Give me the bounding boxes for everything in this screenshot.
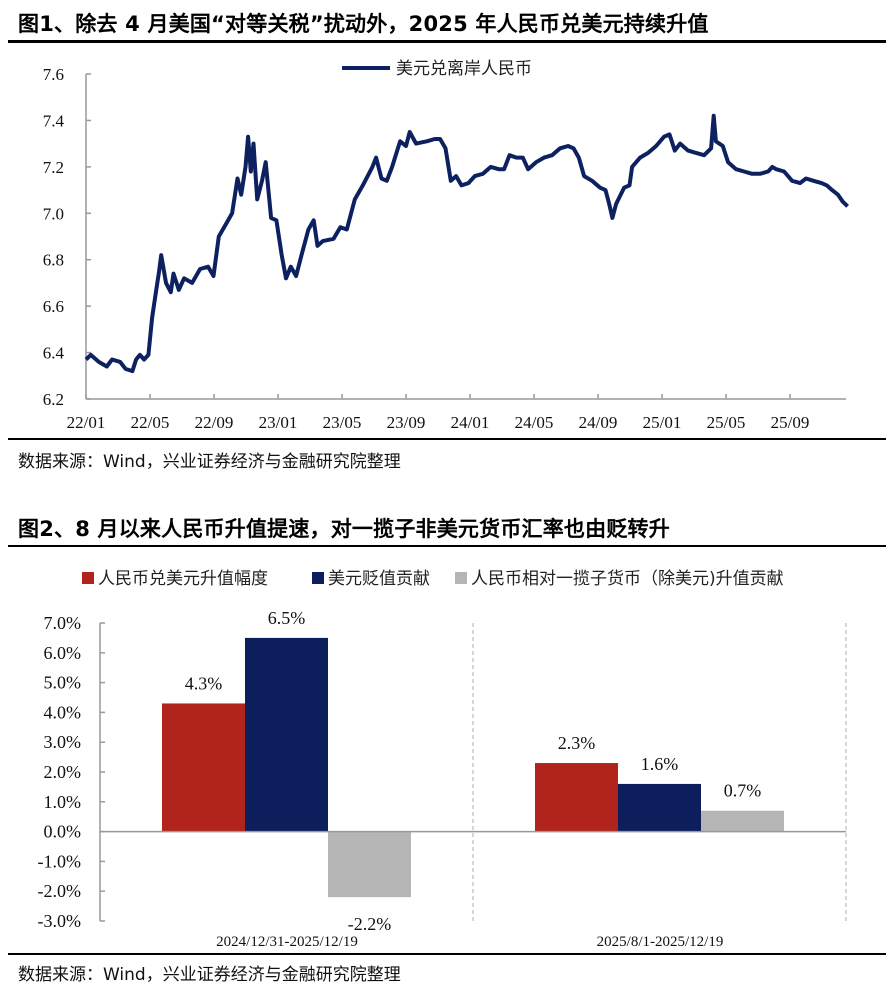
x-tick-label: 24/09 [579, 413, 618, 432]
y-tick-label: 6.4 [43, 344, 65, 363]
figure1-top-rule [8, 40, 886, 43]
x-tick-label: 23/01 [259, 413, 298, 432]
x-tick-label: 24/01 [451, 413, 490, 432]
category-label: 2025/8/1-2025/12/19 [597, 934, 724, 950]
y-tick-label: 2.0% [44, 762, 82, 782]
legend-swatch-3 [455, 572, 467, 584]
x-tick-label: 22/05 [131, 413, 170, 432]
x-tick-label: 23/05 [323, 413, 362, 432]
data-label: -2.2% [348, 914, 392, 934]
y-tick-label: 6.2 [43, 390, 64, 409]
y-tick-label: 7.6 [43, 65, 64, 84]
y-tick-label: 0.0% [44, 822, 82, 842]
bar-1-series-3 [328, 831, 411, 898]
category-label: 2024/12/31-2025/12/19 [216, 934, 358, 950]
bar-1-series-2 [245, 637, 328, 832]
figure2-top-rule [8, 545, 886, 547]
legend-label: 美元兑离岸人民币 [396, 59, 532, 79]
data-label: 4.3% [185, 673, 223, 693]
figure2-source: 数据来源：Wind，兴业证券经济与金融研究院整理 [18, 965, 401, 985]
x-tick-label: 23/09 [387, 413, 426, 432]
figure2-bottom-rule [8, 953, 886, 955]
legend-label-2: 美元贬值贡献 [328, 569, 430, 589]
y-tick-label: -3.0% [38, 911, 82, 931]
y-tick-label: 4.0% [44, 702, 82, 722]
y-tick-label: 3.0% [44, 732, 82, 752]
figure1-bottom-rule [8, 438, 886, 440]
x-tick-label: 22/01 [67, 413, 106, 432]
x-tick-label: 24/05 [515, 413, 554, 432]
bar-2-series-3 [701, 810, 784, 832]
y-tick-label: 7.4 [43, 111, 65, 130]
y-tick-label: 5.0% [44, 673, 82, 693]
y-tick-label: 6.6 [43, 297, 64, 316]
figure1-source: 数据来源：Wind，兴业证券经济与金融研究院整理 [18, 452, 401, 472]
x-tick-label: 22/09 [195, 413, 234, 432]
y-tick-label: 1.0% [44, 792, 82, 812]
legend-swatch-2 [312, 572, 324, 584]
series-line-usdcnh [84, 113, 849, 374]
line-chart: 6.2 6.4 6.6 6.8 7.0 7.2 7.4 7.6 22/01 22/05 22/09 2… [43, 59, 849, 432]
data-label: 6.5% [268, 608, 306, 628]
y-tick-label: 7.0 [43, 204, 64, 223]
figure1-title: 图1、除去 4 月美国“对等关税”扰动外，2025 年人民币兑美元持续升值 [18, 12, 709, 36]
y-tick-label: 6.0% [44, 643, 82, 663]
data-label: 0.7% [724, 781, 762, 801]
y-tick-label: -2.0% [38, 881, 82, 901]
legend-label-1: 人民币兑美元升值幅度 [98, 569, 268, 589]
x-tick-label: 25/09 [771, 413, 810, 432]
y-tick-label: 7.2 [43, 158, 64, 177]
y-tick-label: 6.8 [43, 251, 64, 270]
legend-label-3: 人民币相对一揽子货币（除美元)升值贡献 [471, 569, 784, 589]
x-tick-label: 25/05 [707, 413, 746, 432]
bar-1-series-1 [162, 703, 245, 832]
data-label: 1.6% [641, 754, 679, 774]
y-tick-label: 7.0% [44, 613, 82, 633]
bar-chart: 人民币兑美元升值幅度 美元贬值贡献 人民币相对一揽子货币（除美元)升值贡献 -3.0%… [38, 569, 847, 950]
bar-2-series-2 [618, 783, 701, 832]
data-label: 2.3% [558, 733, 596, 753]
figure2-title: 图2、8 月以来人民币升值提速，对一揽子非美元货币汇率也由贬转升 [18, 517, 670, 541]
x-tick-label: 25/01 [643, 413, 682, 432]
bar-2-series-1 [535, 763, 618, 832]
legend-swatch-1 [82, 572, 94, 584]
y-tick-label: -1.0% [38, 851, 82, 871]
